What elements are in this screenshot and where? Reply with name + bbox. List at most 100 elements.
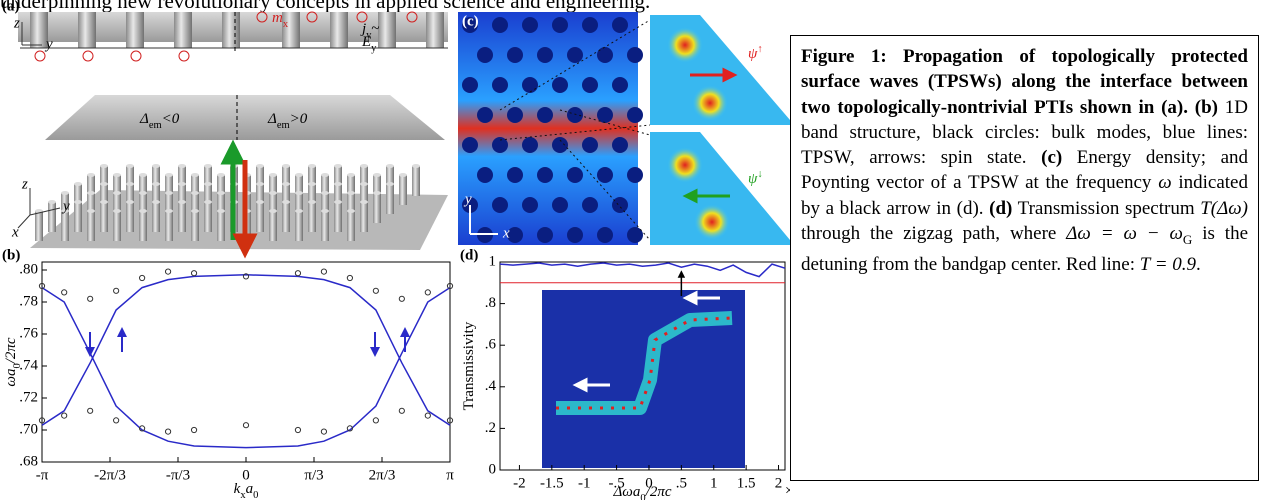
series-line: [42, 288, 450, 448]
series-line: [42, 275, 450, 425]
hole: [537, 167, 553, 183]
hole: [522, 137, 538, 153]
axis-label: x: [11, 224, 19, 240]
pillar-top: [386, 182, 394, 186]
text-run: em: [277, 120, 290, 131]
hole: [612, 137, 628, 153]
pillar: [295, 211, 303, 241]
pillar: [126, 12, 144, 48]
panel-c: (c) ψ↑ ψ↓ y x: [458, 12, 790, 245]
pillar-top: [347, 191, 355, 195]
pillar-top: [399, 173, 407, 177]
hole: [627, 47, 643, 63]
pillar-top: [256, 200, 264, 204]
text-run: E: [361, 34, 371, 50]
x-tick-label: -2π/3: [94, 467, 126, 483]
pillar: [204, 202, 212, 232]
pillar-top: [282, 164, 290, 168]
pillar-top: [100, 182, 108, 186]
y-tick-label: .4: [485, 378, 497, 394]
caption-run: .: [1196, 254, 1201, 275]
bulk-mode: [62, 413, 67, 418]
x-axis-label: Δωa0/2πc: [613, 484, 672, 500]
bulk-mode: [165, 269, 170, 274]
pillar-top: [373, 191, 381, 195]
pillar-top: [373, 173, 381, 177]
pillar: [191, 211, 199, 241]
pillar: [308, 202, 316, 232]
pillar-top: [126, 164, 134, 168]
pillar: [78, 12, 96, 48]
x-tick-label: -π: [36, 467, 49, 483]
pillar: [74, 202, 82, 232]
pillar-top: [178, 182, 186, 186]
text-run: ωa: [3, 369, 19, 387]
caption-run: (d): [989, 198, 1012, 219]
psi-up-label: ψ↑: [748, 44, 763, 63]
axis-label: y: [61, 198, 70, 214]
pillar-top: [113, 209, 121, 213]
bulk-mode: [347, 275, 352, 280]
text-run: Δωa: [613, 484, 641, 500]
y-tick-label: .6: [485, 337, 497, 353]
pillar-top: [74, 200, 82, 204]
pillar-top: [386, 164, 394, 168]
x-tick-label: -1: [578, 475, 591, 491]
pillar-top: [178, 164, 186, 168]
pillar-top: [321, 191, 329, 195]
pillar: [256, 202, 264, 232]
text-run: ~: [371, 21, 379, 37]
spin-arrows: [90, 332, 405, 352]
hole: [612, 197, 628, 213]
axis-label: z: [21, 176, 28, 192]
pillar: [174, 12, 192, 48]
pillar: [360, 202, 368, 232]
pillar-top: [360, 200, 368, 204]
bulk-mode: [425, 290, 430, 295]
pillar-top: [48, 200, 56, 204]
pillar-top: [152, 200, 160, 204]
pillar-top: [308, 200, 316, 204]
pillar: [269, 211, 277, 241]
text-run: >0: [290, 111, 308, 127]
x-tick-label: -π/3: [166, 467, 190, 483]
panel-label: (a): [2, 0, 20, 14]
field-blob: [667, 27, 703, 63]
hole: [477, 167, 493, 183]
pillar-top: [360, 164, 368, 168]
pillar: [152, 202, 160, 232]
text-run: Transmissivity: [461, 321, 477, 410]
pillar: [35, 211, 43, 241]
pillar-top: [295, 173, 303, 177]
pillar-top: [165, 209, 173, 213]
y-tick-label: .76: [19, 325, 38, 341]
text-run: m: [272, 10, 283, 26]
field-blob: [692, 85, 728, 121]
x-tick-label: 2: [775, 475, 783, 491]
pillar-top: [126, 200, 134, 204]
pillar: [113, 211, 121, 241]
series-line: [500, 263, 785, 277]
bulk-mode: [243, 423, 248, 428]
hole: [492, 77, 508, 93]
panel-label: (d): [460, 247, 478, 263]
hole: [627, 167, 643, 183]
pillar: [87, 211, 95, 241]
pillar-top: [308, 164, 316, 168]
bulk-mode: [399, 408, 404, 413]
hole: [612, 17, 628, 33]
pillar-top: [412, 164, 420, 168]
y-axis-label: Transmissivity: [461, 321, 477, 410]
text-run: a: [246, 481, 254, 497]
psi-down-label: ψ↓: [748, 169, 763, 188]
axis-label: z: [13, 15, 20, 31]
pillar: [126, 202, 134, 232]
pillar-top: [126, 182, 134, 186]
pillar-top: [139, 209, 147, 213]
x-tick-label: π/3: [304, 467, 323, 483]
text-run: Δ: [139, 111, 149, 127]
bulk-mode: [191, 271, 196, 276]
axis-label: x: [502, 225, 510, 241]
text-run: ↓: [757, 169, 762, 180]
hole: [567, 167, 583, 183]
